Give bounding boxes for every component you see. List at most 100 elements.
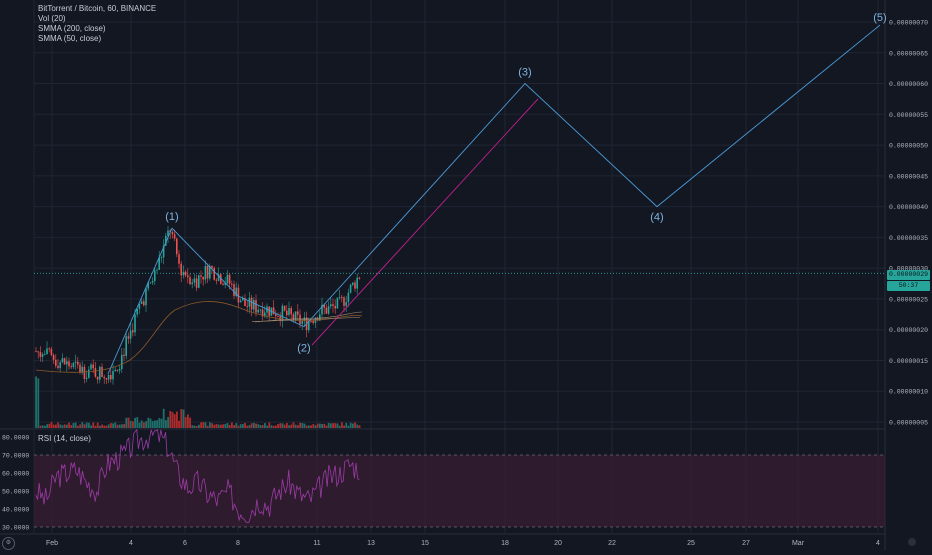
volume-bar xyxy=(250,423,253,428)
candle-body xyxy=(59,362,61,369)
volume-bar xyxy=(349,422,352,428)
candle-body xyxy=(171,232,174,235)
volume-bar xyxy=(182,409,185,428)
volume-bar xyxy=(158,418,161,428)
volume-bar xyxy=(59,424,62,428)
candle-body xyxy=(154,270,156,281)
axis-settings-icon[interactable] xyxy=(908,538,916,546)
candle-body xyxy=(233,284,235,297)
volume-bar xyxy=(312,424,315,428)
y-tick-label: 0.00000030 xyxy=(889,266,928,273)
candle-body xyxy=(182,271,185,276)
rsi-tick-label: 70.0000 xyxy=(2,453,29,460)
candle-body xyxy=(79,364,81,373)
candle-body xyxy=(140,301,143,305)
candle-body xyxy=(96,376,99,380)
volume-bar xyxy=(50,422,53,428)
candle-body xyxy=(213,268,215,280)
smma50-legend[interactable]: SMMA (50, close) xyxy=(38,34,102,43)
candle-body xyxy=(151,280,154,283)
symbol-title[interactable]: BitTorrent / Bitcoin, 60, BINANCE xyxy=(38,4,157,13)
candle-body xyxy=(347,292,350,303)
volume-bar xyxy=(61,425,64,428)
volume-bar xyxy=(57,422,59,428)
volume-bar xyxy=(127,417,130,428)
candle-body xyxy=(81,366,83,373)
volume-bar xyxy=(138,422,141,428)
settings-icon[interactable]: ⚙ xyxy=(2,537,15,550)
volume-bar xyxy=(354,422,356,428)
candle-body xyxy=(138,304,141,310)
volume-bar xyxy=(264,423,266,428)
candle-body xyxy=(57,365,59,369)
y-tick-label: 0.00000020 xyxy=(889,327,928,334)
volume-bar xyxy=(303,423,306,428)
x-tick-label: 20 xyxy=(554,540,562,547)
smma200-legend[interactable]: SMMA (200, close) xyxy=(38,24,106,33)
candle-body xyxy=(191,282,193,285)
volume-bar xyxy=(165,420,167,428)
volume-bar xyxy=(233,425,235,428)
elliott-wave-line xyxy=(107,24,881,375)
candle-body xyxy=(114,369,116,372)
volume-bar xyxy=(211,423,213,428)
candle-body xyxy=(358,277,361,279)
volume-bar xyxy=(358,425,361,428)
volume-bar xyxy=(187,414,189,428)
channel-line xyxy=(311,98,539,346)
candle-body xyxy=(55,359,57,366)
volume-bar xyxy=(341,422,343,428)
volume-bar xyxy=(81,422,84,428)
candle-body xyxy=(281,305,284,321)
candle-body xyxy=(90,364,92,370)
candle-body xyxy=(160,257,163,259)
volume-bar xyxy=(332,423,334,428)
candle-body xyxy=(341,296,343,298)
volume-bar xyxy=(352,423,354,428)
bar-countdown-tag: 50:37 xyxy=(887,281,930,291)
candle-body xyxy=(178,254,180,264)
volume-bar xyxy=(294,424,297,428)
volume-legend[interactable]: Vol (20) xyxy=(38,14,66,23)
volume-bar xyxy=(160,418,163,428)
candle-body xyxy=(44,354,46,355)
candle-body xyxy=(242,298,244,301)
candle-body xyxy=(231,283,233,285)
volume-bar xyxy=(176,411,178,428)
candle-body xyxy=(107,374,110,380)
volume-bar xyxy=(129,420,132,428)
candle-body xyxy=(264,312,266,317)
volume-bar xyxy=(112,423,114,428)
candle-body xyxy=(50,349,53,355)
volume-bar xyxy=(195,425,198,428)
volume-bar xyxy=(228,424,231,428)
candle-body xyxy=(272,307,275,315)
candle-body xyxy=(345,302,347,306)
candle-body xyxy=(209,266,211,279)
candle-body xyxy=(112,371,114,380)
volume-bar xyxy=(310,425,312,428)
candle-body xyxy=(149,282,152,284)
candle-body xyxy=(253,300,255,310)
candle-body xyxy=(37,351,39,353)
volume-bar xyxy=(301,422,304,428)
volume-bar xyxy=(107,424,110,428)
candle-body xyxy=(224,283,226,285)
x-tick-label: 18 xyxy=(501,540,509,547)
rsi-title[interactable]: RSI (14, close) xyxy=(38,434,91,443)
candle-body xyxy=(204,265,207,280)
x-tick-label: Mar xyxy=(792,540,805,547)
candle-body xyxy=(143,301,145,306)
volume-bar xyxy=(136,417,139,428)
candle-body xyxy=(246,306,248,307)
candle-body xyxy=(70,366,72,368)
candle-body xyxy=(217,274,220,281)
candle-body xyxy=(277,316,279,317)
volume-bar xyxy=(77,425,79,428)
candle-body xyxy=(48,348,50,350)
candle-body xyxy=(195,278,198,288)
candle-body xyxy=(299,314,301,324)
volume-bar xyxy=(231,422,233,428)
